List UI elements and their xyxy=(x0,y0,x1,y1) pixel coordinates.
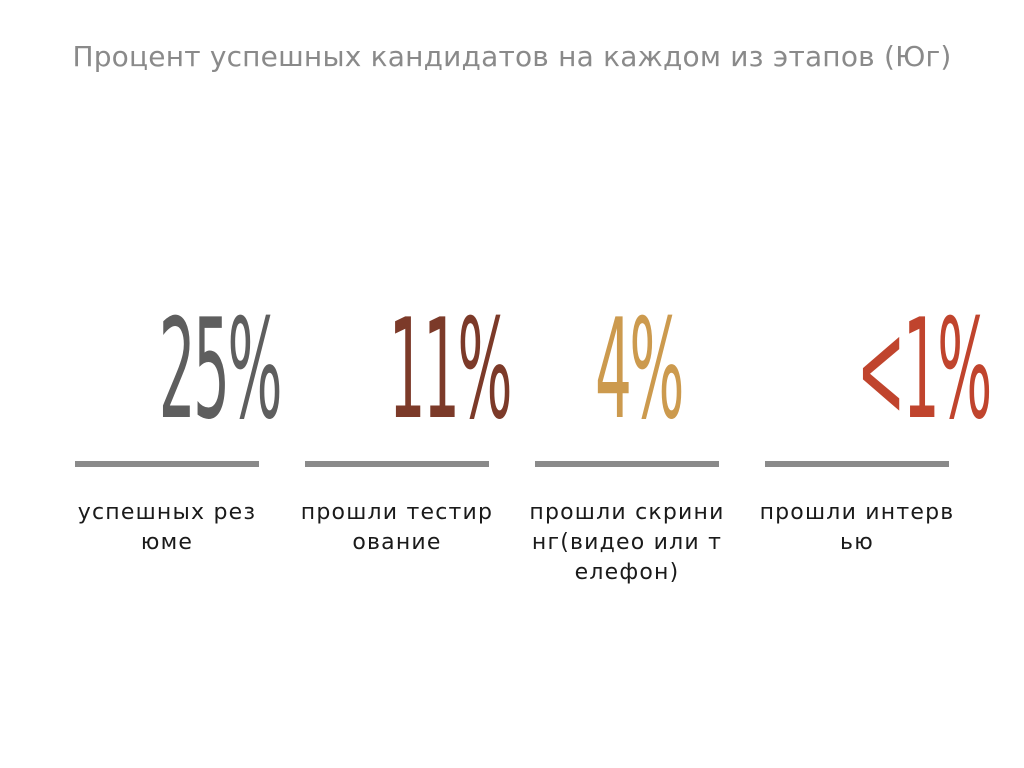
stat-value: 11% xyxy=(305,300,513,440)
stat-divider xyxy=(765,461,949,467)
stats-row: 25% успешных резюме 11% прошли тестирова… xyxy=(0,300,1024,660)
stat-block-resumes: 25% успешных резюме xyxy=(75,300,283,660)
stat-divider xyxy=(305,461,489,467)
stat-label: прошли интервью xyxy=(759,500,955,555)
stat-divider xyxy=(75,461,259,467)
stat-value-text: 11% xyxy=(388,289,513,450)
stat-value: 25% xyxy=(75,300,283,440)
stat-block-interview: <1% прошли интервью xyxy=(760,300,993,660)
stat-label: прошли скрининг(видео или телефон) xyxy=(529,500,725,585)
stat-label: успешных резюме xyxy=(77,500,257,555)
stat-value: <1% xyxy=(765,300,992,440)
stat-value-text: 4% xyxy=(595,289,684,450)
stat-value-text: 25% xyxy=(158,289,283,450)
stat-divider xyxy=(535,461,719,467)
chart-title: Процент успешных кандидатов на каждом из… xyxy=(72,40,952,73)
stat-block-screening: 4% прошли скрининг(видео или телефон) xyxy=(529,300,723,660)
stat-value: 4% xyxy=(535,300,719,440)
stat-value-text: <1% xyxy=(856,289,992,450)
stat-label: прошли тестирование xyxy=(300,500,494,555)
stat-block-testing: 11% прошли тестирование xyxy=(301,300,513,660)
